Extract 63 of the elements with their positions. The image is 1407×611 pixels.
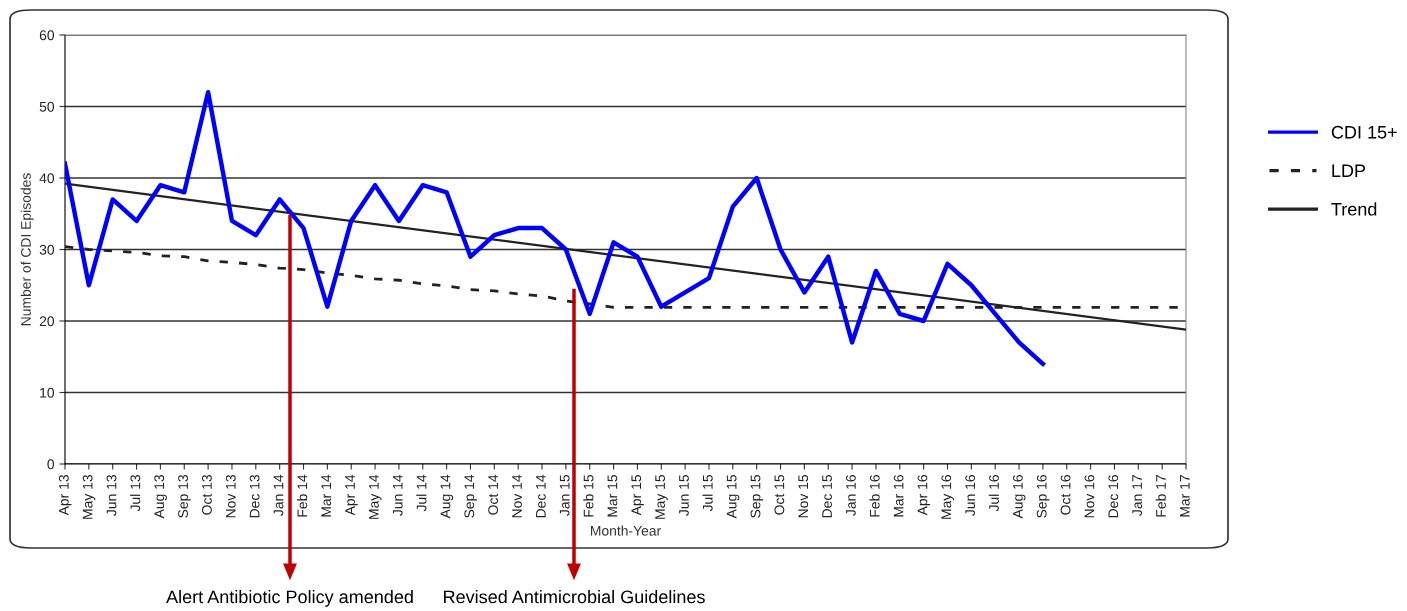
x-tick-label: Mar 15 — [607, 475, 618, 517]
x-tick-label: Oct 15 — [774, 475, 785, 515]
x-tick-label: Dec 13 — [249, 475, 260, 518]
x-tick-label: Jul 15 — [702, 475, 713, 512]
x-tick-label: Mar 17 — [1180, 475, 1190, 517]
x-tick-label: Dec 15 — [822, 475, 832, 518]
x-tick-label: Jun 14 — [392, 474, 403, 516]
x-tick-label: Nov 16 — [1084, 475, 1095, 518]
x-tick-label: Aug 15 — [726, 475, 740, 519]
x-tick-label: Aug 13 — [154, 475, 167, 519]
x-tick-label: Apr 14 — [345, 474, 358, 516]
x-tick-label: Oct 13 — [202, 475, 212, 515]
y-tick-label: 30 — [39, 244, 55, 255]
x-tick-label: Nov 14 — [512, 474, 522, 518]
x-tick-label: Feb 17 — [1155, 475, 1166, 517]
y-tick-label: 20 — [39, 316, 55, 327]
x-tick-label: Sep 13 — [178, 475, 191, 518]
x-tick-label: Aug 16 — [1012, 475, 1026, 519]
x-tick-label: Dec 14 — [536, 474, 546, 518]
y-axis-title: Number of CDI Episodes — [20, 173, 34, 326]
x-tick-label: Nov 13 — [225, 475, 236, 518]
x-tick-label: Oct 16 — [1060, 475, 1071, 515]
x-tick-label: Sep 14 — [464, 474, 477, 518]
x-tick-label: Sep 15 — [750, 475, 764, 518]
legend-label: Trend — [1331, 202, 1377, 216]
y-tick-label: 50 — [39, 101, 55, 112]
y-tick-label: 10 — [40, 387, 55, 398]
line-series — [65, 89, 1046, 367]
x-tick-label: Jun 15 — [679, 475, 689, 516]
x-tick-label: Jul 13 — [130, 475, 141, 512]
x-tick-label: Feb 14 — [297, 474, 308, 517]
legend-label: LDP — [1332, 164, 1366, 177]
text: Revised Antimicrobial Guidelines — [444, 590, 705, 604]
x-tick-label: Mar 14 — [321, 474, 332, 517]
text: Alert Antibiotic Policy amended — [166, 590, 413, 607]
x-tick-label: Nov 15 — [798, 475, 809, 518]
x-tick-label: Feb 15 — [583, 474, 594, 517]
x-tick-label: Sep 16 — [1036, 475, 1050, 518]
x-tick-label: May 14 — [369, 474, 382, 519]
x-tick-label: May 13 — [82, 475, 96, 519]
x-tick-label: Mar 16 — [893, 475, 904, 517]
x-tick-label: Feb 16 — [869, 475, 880, 517]
x-tick-label: Jan 14 — [273, 474, 284, 516]
x-tick-label: May 16 — [941, 475, 954, 519]
y-tick-label: 60 — [39, 30, 55, 41]
x-tick-label: May 15 — [655, 475, 668, 519]
x-tick-label: Oct 14 — [488, 474, 499, 515]
x-tick-label: Jan 15 — [559, 475, 570, 516]
x-tick-label: Apr 13 — [58, 475, 72, 516]
x-tick-label: Apr 15 — [631, 475, 644, 516]
x-tick-label: Jan 17 — [1132, 475, 1143, 516]
x-tick-label: Jan 16 — [845, 475, 856, 516]
x-tick-label: Apr 16 — [917, 475, 931, 516]
x-tick-label: Jun 16 — [965, 475, 976, 516]
x-tick-label: Jul 14 — [416, 474, 427, 512]
y-tick-label: 0 — [47, 459, 55, 470]
legend-label: CDI 15+ — [1331, 125, 1397, 139]
x-tick-label: Jul 16 — [988, 475, 999, 512]
x-tick-label: Dec 16 — [1108, 475, 1119, 518]
x-tick-label: Jun 13 — [106, 475, 117, 516]
y-tick-label: 40 — [39, 173, 55, 184]
x-tick-label: Aug 14 — [440, 474, 454, 519]
x-axis-title: Month-Year — [590, 525, 661, 536]
